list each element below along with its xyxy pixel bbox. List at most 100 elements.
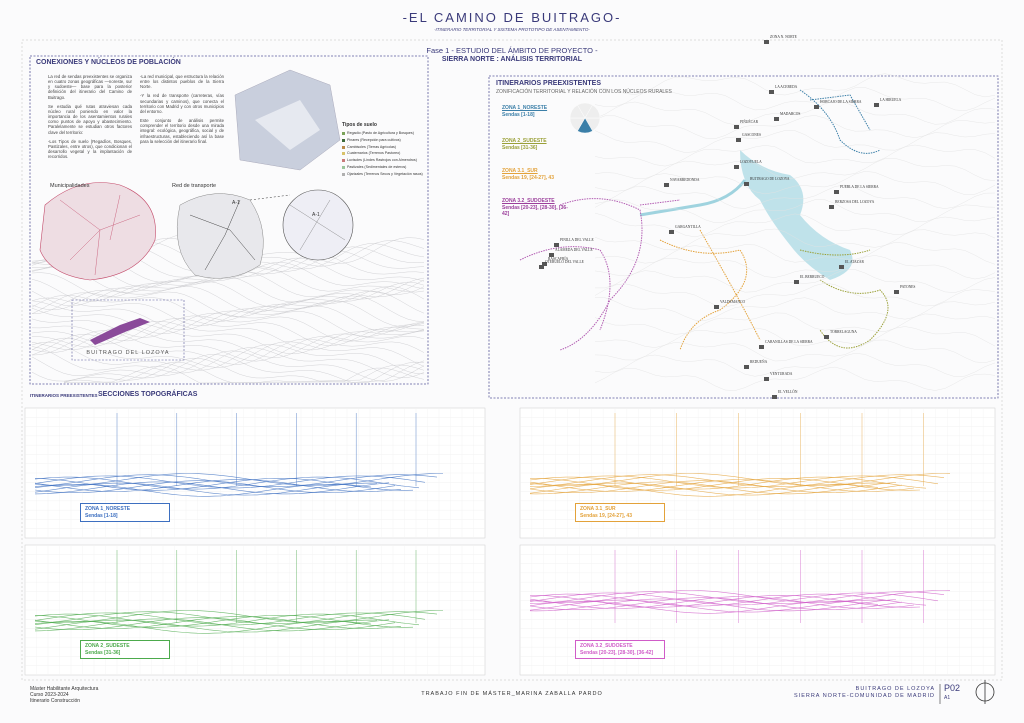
settlement <box>759 345 764 349</box>
place-name: OTERUELO DEL VALLE <box>545 260 584 264</box>
place-name: EL ATAZAR <box>845 260 864 264</box>
profile-line <box>34 610 443 623</box>
soil-item: Regadío (Pasto de Agricultura y Bosques) <box>342 130 423 137</box>
soil-swatch <box>342 166 345 170</box>
map-contour <box>594 282 996 308</box>
settlement <box>839 265 844 269</box>
contour-line <box>31 286 425 318</box>
profile-zone-label: ZONA 1_NORESTE Sendas [1-18] <box>80 503 170 522</box>
place-name: ALAMEDA DEL VALLE <box>555 248 593 252</box>
profile-line <box>34 475 426 489</box>
transport-network <box>189 199 256 271</box>
place-name: NAVARREDONDA <box>670 178 700 182</box>
soil-swatch <box>342 159 345 163</box>
profile-line <box>34 616 402 629</box>
profile-line <box>34 613 420 627</box>
contour-line <box>31 350 425 382</box>
profiles <box>24 407 996 676</box>
contour-line <box>31 346 425 378</box>
profiles-title: SECCIONES TOPOGRÁFICAS <box>98 391 198 398</box>
place-name: ZONA N. NORTE <box>770 35 797 39</box>
zone-label: ZONA 3.1_SUR Sendas 19, [24-27], 43 <box>502 168 570 181</box>
footer-line: SIERRA NORTE-COMUNIDAD DE MADRID <box>794 692 935 699</box>
profile-line <box>529 473 951 486</box>
territory-map <box>519 40 996 399</box>
map-contour <box>594 171 996 195</box>
footer-right: BUITRAGO DE LOZOYA SIERRA NORTE-COMUNIDA… <box>780 686 935 699</box>
contour-line <box>31 330 425 362</box>
profile-line <box>529 480 903 493</box>
zone-name: ZONA 1_NORESTE <box>85 506 131 512</box>
contour-line <box>31 337 425 368</box>
soil-swatch <box>342 132 345 135</box>
place-name: RASCAFRÍA <box>548 257 569 261</box>
pie-segment <box>584 104 601 119</box>
profile-line <box>529 482 891 496</box>
contour-line <box>32 320 425 351</box>
zoom-roads <box>289 199 346 251</box>
settlement <box>764 40 769 44</box>
soil-item: Cuaternarios (Terrenos Pastoreo) <box>342 150 423 157</box>
transport-label: Red de transporte <box>172 183 217 189</box>
map-contour <box>594 87 996 112</box>
place-name: EL VELLÓN <box>778 390 798 394</box>
place-name: LOZOYUELA <box>740 160 762 164</box>
soil-item: Pinares (Recepción para cultivos) <box>342 137 423 144</box>
profile-line <box>34 478 414 491</box>
place-name: MADARCOS <box>780 112 801 116</box>
settlement <box>764 377 769 381</box>
footer-line: Itinerario Construcción <box>30 698 81 704</box>
footer-left: Máster Habilitante Arquitectura Curso 20… <box>30 686 98 704</box>
zone-paths: Sendas [20-23], [28-30], [36-42] <box>580 649 654 656</box>
place-name: EL BERRUECO <box>800 275 825 279</box>
contour-line <box>63 366 425 384</box>
profile-line <box>529 599 891 613</box>
map-subtitle: ZONIFICACIÓN TERRITORIAL Y RELACIÓN CON … <box>496 89 672 95</box>
place-name: LA HIRUELA <box>880 98 902 102</box>
map-contour <box>594 73 996 98</box>
settlement <box>744 365 749 369</box>
paragraph: -La red municipal, que estructura la rel… <box>140 74 224 90</box>
reservoir <box>740 150 853 280</box>
settlement <box>736 138 741 142</box>
settlement <box>669 230 674 234</box>
profile-zone-label: ZONA 3.1_SUR Sendas 19, [24-27], 43 <box>575 503 665 522</box>
settlement <box>549 253 554 257</box>
zone-paths: Sendas [31-36] <box>85 649 121 656</box>
section: SIERRA NORTE : ANÁLISIS TERRITORIAL <box>441 56 583 63</box>
soil-swatch <box>342 152 345 156</box>
zone-paths: Sendas [20-23], [28-30], [36-42] <box>502 204 568 218</box>
zone-paths: Sendas [1-18] <box>85 512 118 519</box>
map-contour <box>594 242 996 265</box>
profile-line <box>529 598 897 612</box>
zone-name: ZONA 3.2_SUDOESTE <box>580 643 633 649</box>
place-name: VALDEMANCO <box>720 300 746 304</box>
settlement <box>824 335 829 339</box>
frame <box>21 39 1003 681</box>
profile-line <box>34 473 443 486</box>
soil-item: Pastizales (Sedimentales de esteros) <box>342 164 423 171</box>
zoom-leader <box>249 194 291 201</box>
profile-zone-label: ZONA 2_SUDESTE Sendas [31-36] <box>80 640 170 659</box>
profile-line <box>529 601 879 614</box>
place-name: PUEBLA DE LA SIERRA <box>840 185 879 189</box>
profile-line <box>34 479 402 492</box>
town-frame <box>71 299 185 361</box>
settlement <box>774 117 779 121</box>
paragraph: -Los Tipos de suelo (Regadíos, Bosques, … <box>48 138 132 160</box>
soil-item: Cambisoles (Tierras Agrícolas) <box>342 144 423 151</box>
map-contour <box>594 212 996 238</box>
map-contour <box>594 326 996 348</box>
map-contour <box>594 352 996 377</box>
map-contour <box>594 312 996 335</box>
soil-item: Ojarizales (Terrenos Secos y Vegetación … <box>342 171 423 178</box>
zone-paths: Sendas 19, [24-27], 43 <box>580 512 632 519</box>
phase: Fase 1 - ESTUDIO DEL ÁMBITO DE PROYECTO … <box>426 46 598 55</box>
paragraph: -Y la red de transporte (carreteras, vía… <box>140 93 224 114</box>
place-name: REDUEÑA <box>750 360 768 364</box>
map-contour <box>594 228 996 251</box>
settlement <box>772 395 777 399</box>
map-contour <box>594 115 996 139</box>
map-contour <box>594 255 996 280</box>
